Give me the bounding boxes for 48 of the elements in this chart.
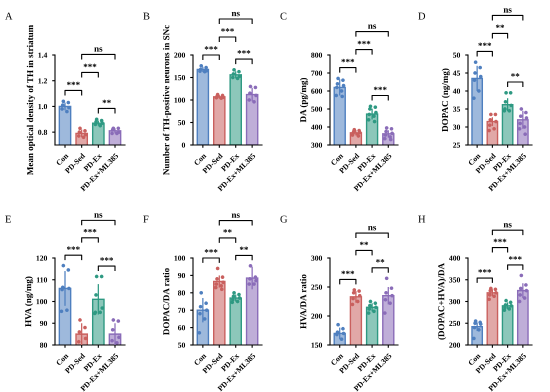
annotation: ** xyxy=(511,73,520,77)
chart-title: D xyxy=(418,12,426,20)
annotation: *** xyxy=(508,256,522,260)
annotation: *** xyxy=(100,257,114,261)
text: ns xyxy=(368,24,376,29)
text: ns xyxy=(232,12,240,16)
text: ** xyxy=(223,229,232,233)
y-axis-title: DOPAC (ng/mg) xyxy=(442,68,450,132)
text: ns xyxy=(232,214,240,218)
y-axis-title: DOPAC/DA ratio xyxy=(162,268,170,335)
text: *** xyxy=(221,28,234,32)
chart-title: C xyxy=(280,12,286,20)
annotation: *** xyxy=(374,86,387,90)
text: *** xyxy=(478,42,492,46)
text: *** xyxy=(84,229,96,232)
text: ns xyxy=(504,8,512,13)
chart-title: E xyxy=(5,216,11,223)
text: ns xyxy=(368,226,376,230)
chart-title: G xyxy=(280,216,288,223)
text: *** xyxy=(204,249,218,253)
y-axis-title: (DOPAC+HVA)/DA xyxy=(438,263,446,340)
text: ns xyxy=(504,223,512,228)
y-axis-title: Number of TH-positive neurons in SNc xyxy=(162,25,172,175)
text: ns xyxy=(94,213,102,218)
annotation: *** xyxy=(341,58,354,62)
chart-title: F xyxy=(143,216,148,223)
annotation: *** xyxy=(341,270,354,274)
chart-title: B xyxy=(143,12,150,20)
annotation: *** xyxy=(478,269,492,273)
y-axis-title: HVA/DA ratio xyxy=(300,274,306,329)
text: *** xyxy=(66,246,80,250)
text: ns xyxy=(94,47,102,52)
text: *** xyxy=(204,46,218,50)
annotation: ** xyxy=(376,259,384,263)
y-axis-title: HVA (ng/mg) xyxy=(24,276,34,327)
annotation: *** xyxy=(84,64,96,68)
chart-title: H xyxy=(418,216,426,223)
text: ** xyxy=(240,246,248,250)
text: ** xyxy=(360,242,368,246)
y-axis-title: Mean optical density of TH in striatum xyxy=(26,25,36,175)
y-axis-title: DA (pg/mg) xyxy=(300,78,308,122)
text: *** xyxy=(494,238,506,242)
text: *** xyxy=(238,50,250,54)
text: ** xyxy=(496,24,504,28)
chart-title: A xyxy=(5,12,12,20)
text: *** xyxy=(358,40,370,44)
annotation: ** xyxy=(102,100,111,104)
annotation: *** xyxy=(66,82,80,86)
